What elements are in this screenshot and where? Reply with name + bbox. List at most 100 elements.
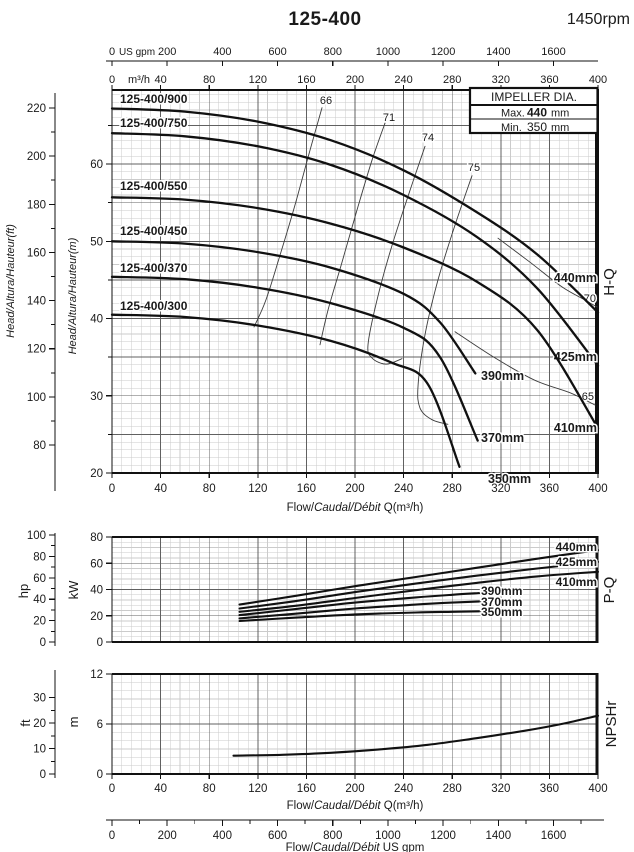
hq-x-axis-title: Flow/Caudal/Débit Q(m³/h): [287, 502, 424, 514]
hq-m-tick: 30: [90, 391, 103, 403]
hq-m-tick: 20: [90, 468, 103, 480]
impeller-row-label: Min.: [501, 122, 522, 134]
hq-curve-125-400-300: [110, 313, 461, 468]
bottom-gpm-tick: 200: [158, 830, 177, 842]
top-m3h-tick: 280: [443, 74, 461, 86]
hq-curve-label-125-400-370: 125-400/370: [120, 261, 188, 275]
top-m3h-unit: m³/h: [128, 74, 150, 86]
impeller-row-unit: mm: [551, 108, 569, 120]
top-m3h-tick: 40: [154, 74, 166, 86]
hq-x-tick: 40: [154, 483, 167, 495]
rpm-label: 1450rpm: [566, 11, 630, 28]
top-m3h-tick: 120: [249, 74, 267, 86]
npsh-x-tick: 360: [540, 783, 559, 795]
bottom-gpm-tick: 0: [109, 830, 115, 842]
efficiency-label-66: 66: [320, 95, 332, 107]
pq-hp-tick: 60: [33, 573, 46, 585]
top-m3h-tick: 160: [297, 74, 315, 86]
hq-m-axis-title: Head/Altura/Hauteur(m): [67, 237, 79, 354]
pq-side-label: P-Q: [601, 577, 618, 604]
pq-impeller-label-350mm: 350mm: [481, 605, 522, 619]
impeller-dia-table: IMPELLER DIA. Max. 440 mm Min. 350 mm: [468, 86, 599, 135]
bottom-gpm-tick: 800: [323, 830, 342, 842]
hq-chart: 667174757065125-400/900440mm125-400/7504…: [110, 91, 618, 488]
npsh-x-tick: 320: [491, 783, 510, 795]
npsh-x-tick: 200: [345, 783, 364, 795]
pq-curve-410mm: [238, 570, 600, 613]
npsh-x-tick: 160: [297, 783, 316, 795]
top-m3h-tick: 360: [540, 74, 558, 86]
top-m3h-tick: 400: [589, 74, 607, 86]
hq-x-tick: 120: [248, 483, 267, 495]
hq-x-tick: 280: [443, 483, 462, 495]
hq-ft-tick: 200: [27, 151, 46, 163]
impeller-table-box: [468, 86, 599, 135]
pq-kw-tick: 20: [90, 611, 103, 623]
efficiency-label-65: 65: [582, 391, 594, 403]
pq-kw-tick: 40: [90, 585, 103, 597]
hq-x-tick: 400: [588, 483, 607, 495]
top-gpm-tick: 1400: [486, 46, 510, 58]
npsh-ft-tick: 20: [33, 718, 46, 730]
efficiency-label-74: 74: [422, 132, 434, 144]
hq-impeller-label-370mm: 370mm: [481, 431, 524, 445]
hq-x-tick: 80: [203, 483, 216, 495]
top-gpm-tick: 1200: [431, 46, 455, 58]
pq-impeller-label-390mm: 390mm: [481, 584, 522, 598]
hq-curve-125-400-450: [110, 240, 477, 375]
top-gpm-tick: 1000: [376, 46, 400, 58]
top-gpm-tick: 400: [213, 46, 231, 58]
top-flow-axes: 0 200 400 600 800 1000 1200 1400 1600 US gpm 0 40 80…: [106, 46, 607, 90]
pq-curve-350mm: [238, 610, 482, 623]
hq-x-tick: 160: [297, 483, 316, 495]
hq-side-label: H-Q: [601, 268, 618, 296]
npsh-ft-axis: 0 10 20 30 ft: [18, 670, 56, 781]
hq-impeller-label-390mm: 390mm: [481, 369, 524, 383]
top-gpm-tick: 800: [324, 46, 342, 58]
pq-kw-tick: 0: [97, 637, 103, 649]
hq-m-tick: 50: [90, 236, 103, 248]
pq-hp-axis: 0 20 40 60 80 100 hp: [16, 530, 56, 649]
npsh-x-axis-title: Flow/Caudal/Débit Q(m³/h): [287, 800, 424, 812]
hq-x-tick: 240: [394, 483, 413, 495]
efficiency-label-71: 71: [383, 112, 395, 124]
npsh-x-tick: 40: [154, 783, 167, 795]
pq-impeller-label-410mm: 410mm: [556, 575, 597, 589]
hq-x-tick: 200: [345, 483, 364, 495]
efficiency-line-75: [417, 175, 473, 425]
impeller-table-heading: IMPELLER DIA.: [491, 90, 577, 104]
bottom-gpm-tick: 1400: [486, 830, 512, 842]
bottom-gpm-tick: 1200: [430, 830, 456, 842]
pq-impeller-label-440mm: 440mm: [556, 540, 597, 554]
hq-grid: [111, 88, 599, 474]
npsh-m-tick: 12: [90, 669, 103, 681]
pq-hp-tick: 0: [40, 637, 46, 649]
top-m3h-tick: 200: [346, 74, 364, 86]
hq-curve-label-125-400-300: 125-400/300: [120, 299, 188, 313]
efficiency-line-74: [367, 145, 426, 365]
npsh-ft-tick: 30: [33, 693, 46, 705]
top-gpm-tick: 600: [268, 46, 286, 58]
hq-x-tick: 0: [109, 483, 115, 495]
npsh-ft-tick: 0: [40, 769, 46, 781]
bottom-gpm-tick: 1600: [541, 830, 567, 842]
hq-x-axis: 0 40 80 120 160 200 240 280 320 360 400 Flow/Caudal…: [109, 473, 608, 514]
npsh-x-axis: 0 40 80 120 160 200 240 280 320 360 400 Flow/Caudal…: [109, 774, 608, 812]
hq-curve-label-125-400-550: 125-400/550: [120, 179, 188, 193]
npsh-x-tick: 240: [394, 783, 413, 795]
npsh-ft-axis-title: ft: [18, 719, 33, 727]
top-gpm-tick: 0: [109, 46, 115, 58]
pq-impeller-label-370mm: 370mm: [481, 595, 522, 609]
pq-hp-axis-title: hp: [16, 584, 31, 598]
npsh-ft-tick: 10: [33, 744, 46, 756]
hq-ft-tick: 180: [27, 199, 46, 211]
npsh-chart: NPSHr: [232, 701, 620, 757]
page-title: 125-400: [288, 9, 362, 30]
pq-curve-425mm: [238, 560, 600, 610]
hq-curve-125-400-900: [110, 107, 600, 314]
bottom-gpm-axis-title: Flow/Caudal/Débit US gpm: [286, 842, 425, 852]
hq-ft-tick: 80: [33, 440, 46, 452]
npsh-curve: [232, 714, 600, 757]
hq-curve-125-400-370: [110, 275, 479, 442]
npsh-m-tick: 0: [97, 769, 103, 781]
